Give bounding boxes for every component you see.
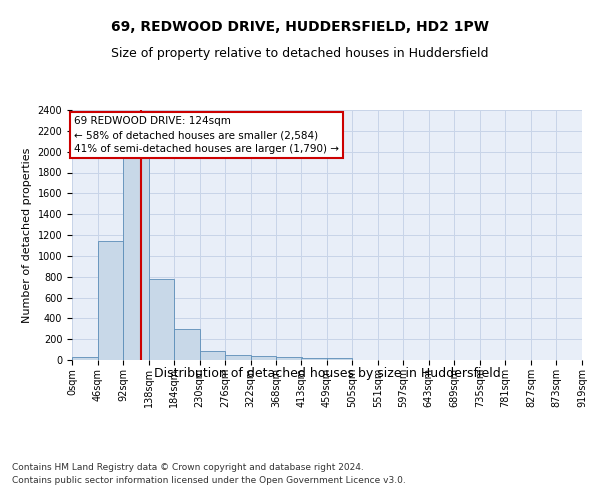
- Bar: [174, 330, 200, 360]
- Bar: [149, 279, 174, 360]
- Bar: [327, 358, 352, 360]
- Y-axis label: Number of detached properties: Number of detached properties: [22, 148, 32, 322]
- Bar: [225, 355, 251, 360]
- Text: Contains HM Land Registry data © Crown copyright and database right 2024.: Contains HM Land Registry data © Crown c…: [12, 462, 364, 471]
- Bar: [72, 357, 98, 360]
- Bar: [251, 356, 276, 360]
- Text: Contains public sector information licensed under the Open Government Licence v3: Contains public sector information licen…: [12, 476, 406, 485]
- Text: 69 REDWOOD DRIVE: 124sqm
← 58% of detached houses are smaller (2,584)
41% of sem: 69 REDWOOD DRIVE: 124sqm ← 58% of detach…: [74, 116, 339, 154]
- Text: Distribution of detached houses by size in Huddersfield: Distribution of detached houses by size …: [154, 368, 500, 380]
- Text: Size of property relative to detached houses in Huddersfield: Size of property relative to detached ho…: [111, 48, 489, 60]
- Text: 69, REDWOOD DRIVE, HUDDERSFIELD, HD2 1PW: 69, REDWOOD DRIVE, HUDDERSFIELD, HD2 1PW: [111, 20, 489, 34]
- Bar: [301, 358, 327, 360]
- Bar: [98, 242, 123, 360]
- Bar: [276, 358, 302, 360]
- Bar: [200, 350, 225, 360]
- Bar: [123, 156, 149, 360]
